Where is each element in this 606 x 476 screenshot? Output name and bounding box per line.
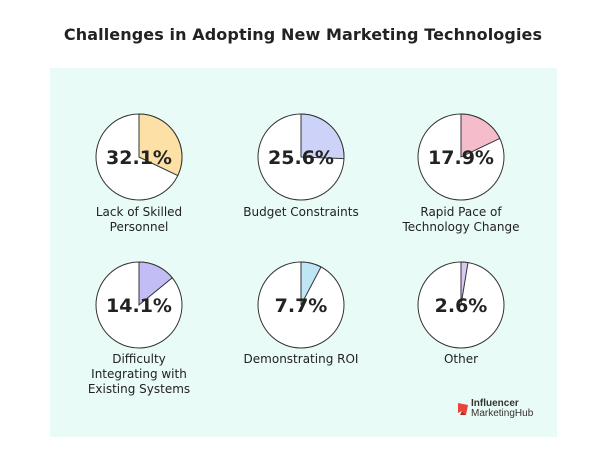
pie-slice bbox=[138, 261, 174, 307]
pie-chart-6: 2.6% Other bbox=[417, 261, 505, 366]
pie-category-label: Existing Systems bbox=[88, 382, 190, 396]
pie-value-label: 32.1% bbox=[106, 147, 172, 169]
pie-category-label: Demonstrating ROI bbox=[244, 352, 359, 366]
pie-slice bbox=[460, 261, 469, 306]
pie-category-label: Other bbox=[444, 352, 478, 366]
pie-category-label: Personnel bbox=[110, 220, 169, 234]
pie-category-label: Integrating with bbox=[91, 367, 187, 381]
pie-value-label: 7.7% bbox=[275, 295, 328, 317]
pie-slice bbox=[300, 261, 322, 306]
pie-slice bbox=[300, 113, 345, 160]
influencer-marketing-hub-logo-icon bbox=[458, 403, 468, 415]
pie-slice bbox=[460, 113, 501, 158]
chart-title: Challenges in Adopting New Marketing Tec… bbox=[63, 25, 543, 44]
pie-value-label: 17.9% bbox=[428, 147, 494, 169]
brand-name-line1: Influencer bbox=[471, 398, 519, 409]
pie-value-label: 2.6% bbox=[435, 295, 488, 317]
pie-category-label: Lack of Skilled bbox=[96, 205, 182, 219]
pie-chart-2: 25.6% Budget Constraints bbox=[243, 113, 359, 219]
pie-category-label: Technology Change bbox=[402, 220, 520, 234]
pie-category-label: Difficulty bbox=[112, 352, 166, 366]
pie-value-label: 25.6% bbox=[268, 147, 334, 169]
pie-category-label: Rapid Pace of bbox=[420, 205, 502, 219]
pie-value-label: 14.1% bbox=[106, 295, 172, 317]
pie-slice bbox=[138, 113, 183, 177]
pie-category-label: Budget Constraints bbox=[243, 205, 358, 219]
brand-logo: Influencer MarketingHub bbox=[456, 398, 556, 422]
pie-chart-5: 7.7% Demonstrating ROI bbox=[244, 261, 359, 366]
brand-name-line2: MarketingHub bbox=[471, 408, 534, 419]
